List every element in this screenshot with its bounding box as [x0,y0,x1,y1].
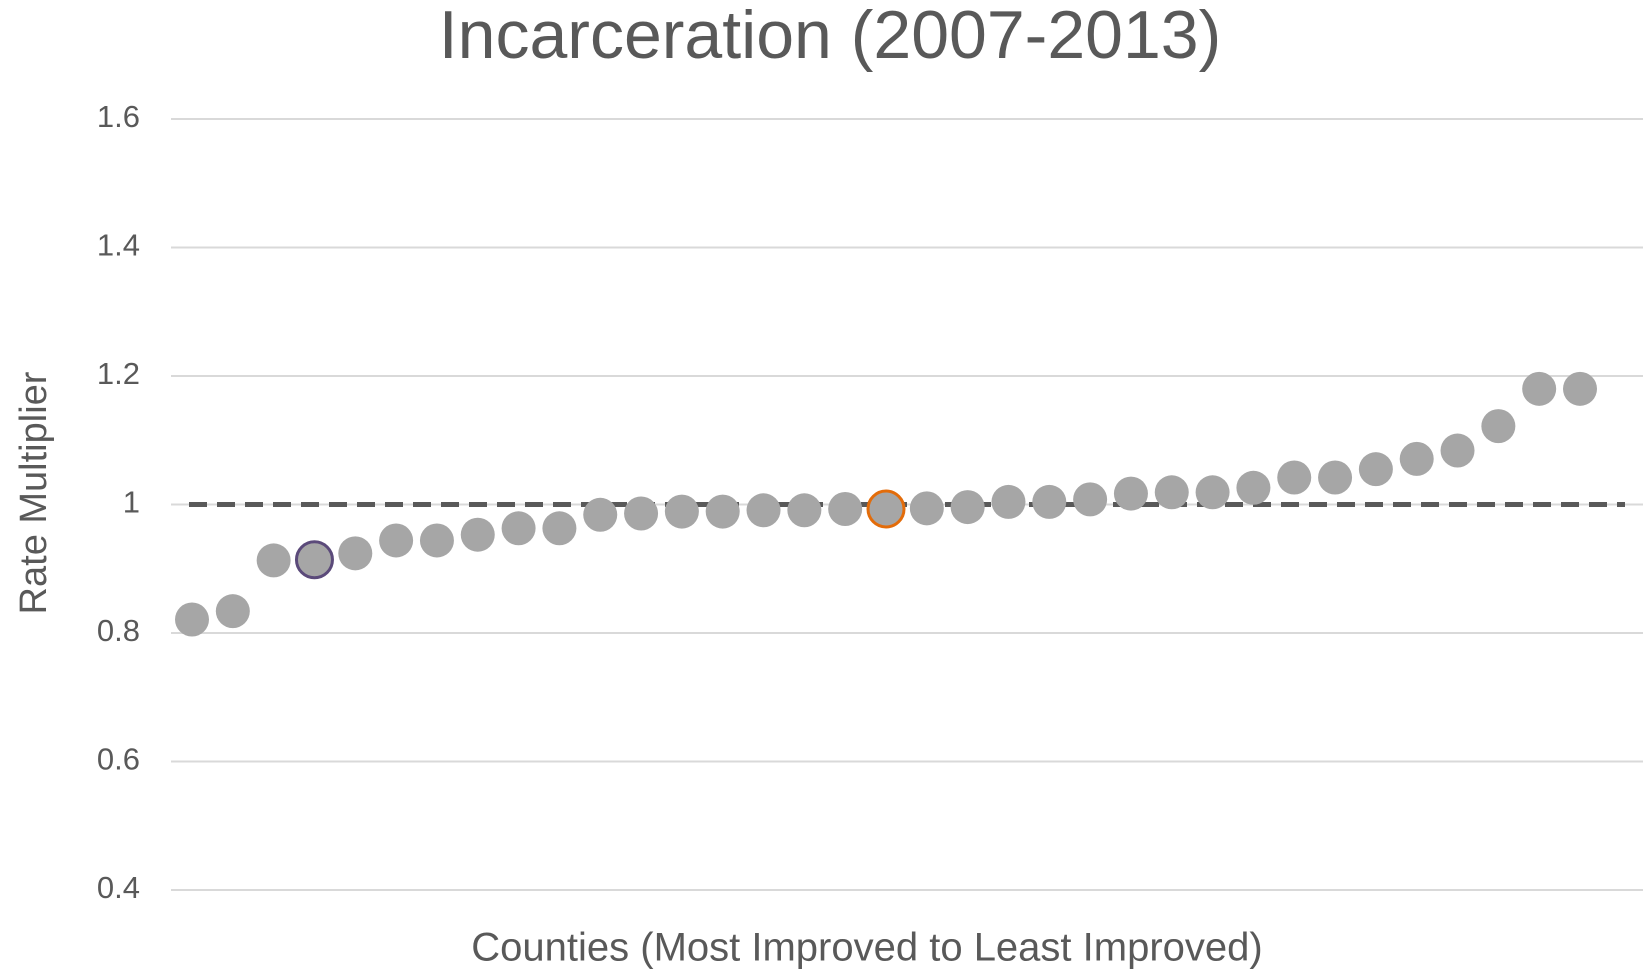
dot [1236,470,1271,505]
y-tick-label: 1.2 [97,356,140,391]
dot [1073,482,1108,517]
y-tick-label: 1.4 [97,228,140,263]
dot [338,536,373,571]
y-tick-label: 1 [123,485,140,520]
dot [1440,433,1475,468]
dot [1399,441,1434,476]
dot [1113,476,1148,511]
dot [294,540,334,580]
dot [950,490,985,525]
dot [1358,452,1393,487]
dot [828,491,863,526]
dot [460,517,495,552]
x-axis-label: Counties (Most Improved to Least Improve… [471,926,1262,970]
dot [991,484,1026,519]
dot [1481,409,1516,444]
dot [379,523,414,558]
dot [215,594,250,629]
dot [746,493,781,528]
dot [1195,475,1230,510]
dot [1563,371,1597,406]
dot [787,493,822,528]
y-tick-label: 0.4 [97,870,140,905]
dot [501,511,536,546]
y-tick-label: 1.6 [97,99,140,134]
chart-title: Incarceration (2007-2013) [439,0,1221,73]
dot [705,494,740,529]
dot [664,494,699,529]
dot [1277,460,1312,495]
dot [1032,484,1067,519]
y-axis-label: Rate Multiplier [13,371,55,614]
dot [624,496,659,531]
dot [583,497,618,532]
dot [866,489,906,529]
dot [256,543,291,578]
dot [542,511,577,546]
dot [1154,475,1189,510]
dot [419,523,454,558]
dot [909,491,944,526]
y-tick-label: 0.6 [97,742,140,777]
dot [1522,371,1557,406]
y-tick-label: 0.8 [97,613,140,648]
dot [1318,460,1353,495]
dot [175,602,209,637]
